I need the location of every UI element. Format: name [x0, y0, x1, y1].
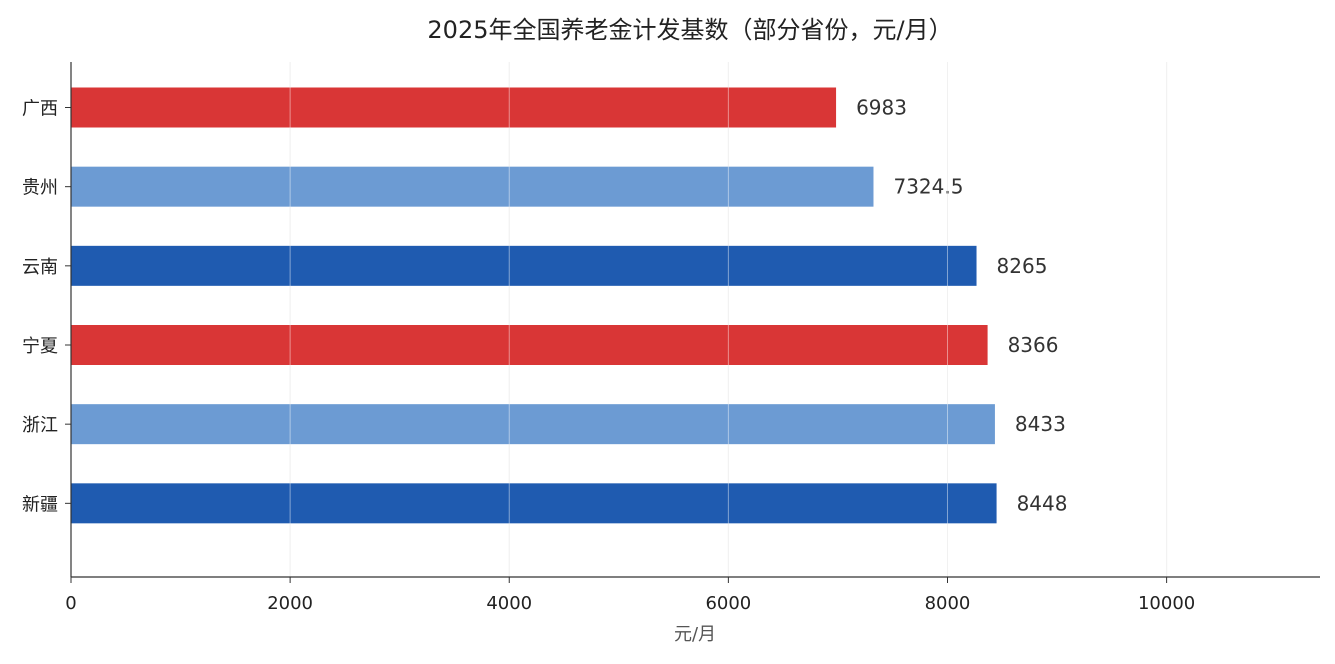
bar	[71, 245, 977, 286]
y-tick-label: 宁夏	[22, 336, 58, 357]
x-tick-label: 4000	[486, 593, 532, 614]
x-axis-label: 元/月	[674, 624, 716, 645]
bar-value-label: 6983	[856, 96, 907, 120]
bar-value-label: 8265	[997, 254, 1048, 278]
y-tick-label: 浙江	[22, 415, 58, 436]
bar-value-label: 8366	[1008, 333, 1059, 357]
chart-title: 2025年全国养老金计发基数（部分省份，元/月）	[427, 16, 952, 44]
y-tick-label: 贵州	[22, 178, 58, 199]
bar-value-label: 7324.5	[893, 175, 963, 199]
bar-value-label: 8433	[1015, 412, 1066, 436]
bar	[71, 483, 997, 524]
bar	[71, 325, 988, 365]
x-tick-label: 10000	[1138, 593, 1195, 614]
x-tick-label: 0	[65, 593, 76, 614]
y-tick-label: 云南	[22, 257, 58, 278]
y-tick-label: 广西	[22, 99, 58, 120]
bar-value-label: 8448	[1017, 491, 1068, 515]
bar	[71, 404, 995, 445]
bar	[71, 87, 837, 128]
bars: 6983 7324.5 8265 8366 8433 8448	[71, 62, 1168, 577]
x-tick-label: 8000	[925, 593, 971, 614]
y-tick-label: 新疆	[22, 494, 58, 515]
bar	[71, 166, 874, 207]
x-tick-label: 2000	[267, 593, 313, 614]
x-tick-label: 6000	[705, 593, 751, 614]
